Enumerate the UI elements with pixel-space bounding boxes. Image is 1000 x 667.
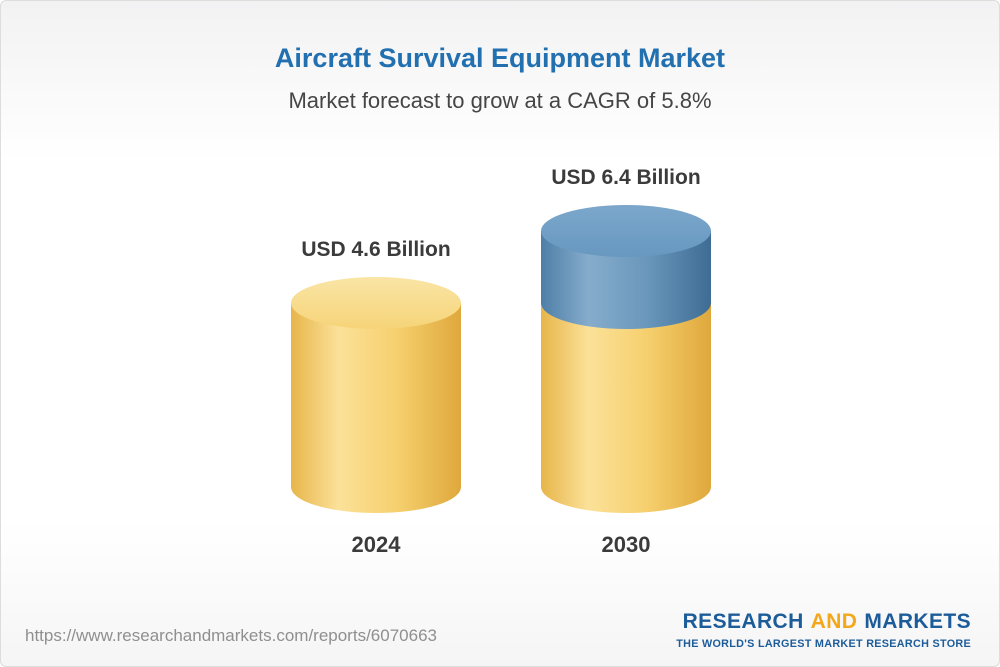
- cylinder-segment-yellow: [291, 303, 461, 513]
- cylinder-segment-yellow: [541, 303, 711, 513]
- category-label: 2024: [351, 532, 401, 557]
- logo-wordmark: RESEARCH AND MARKETS: [668, 610, 971, 634]
- research-and-markets-logo: RESEARCH AND MARKETS THE WORLD'S LARGEST…: [668, 610, 971, 650]
- cylinder-top-ellipse: [541, 205, 711, 257]
- report-url[interactable]: https://www.researchandmarkets.com/repor…: [25, 626, 437, 645]
- cylinder: [291, 277, 461, 513]
- cylinder-top-ellipse: [291, 277, 461, 329]
- logo-word-and: AND: [810, 610, 858, 633]
- value-label: USD 4.6 Billion: [301, 238, 451, 261]
- chart-subtitle: Market forecast to grow at a CAGR of 5.8…: [288, 88, 712, 113]
- chart-title: Aircraft Survival Equipment Market: [274, 43, 726, 73]
- logo-tagline: THE WORLD'S LARGEST MARKET RESEARCH STOR…: [676, 638, 971, 650]
- value-label: USD 6.4 Billion: [551, 166, 701, 189]
- category-label: 2030: [601, 532, 651, 557]
- bar-2024: USD 4.6 Billion 2024: [291, 237, 461, 559]
- logo-word-markets: MARKETS: [864, 610, 971, 633]
- logo-tagline-row: THE WORLD'S LARGEST MARKET RESEARCH STOR…: [668, 638, 971, 650]
- bar-2030: USD 6.4 Billion 2030: [541, 165, 711, 559]
- cylinder: [541, 205, 711, 513]
- logo-word-research: RESEARCH: [682, 610, 804, 633]
